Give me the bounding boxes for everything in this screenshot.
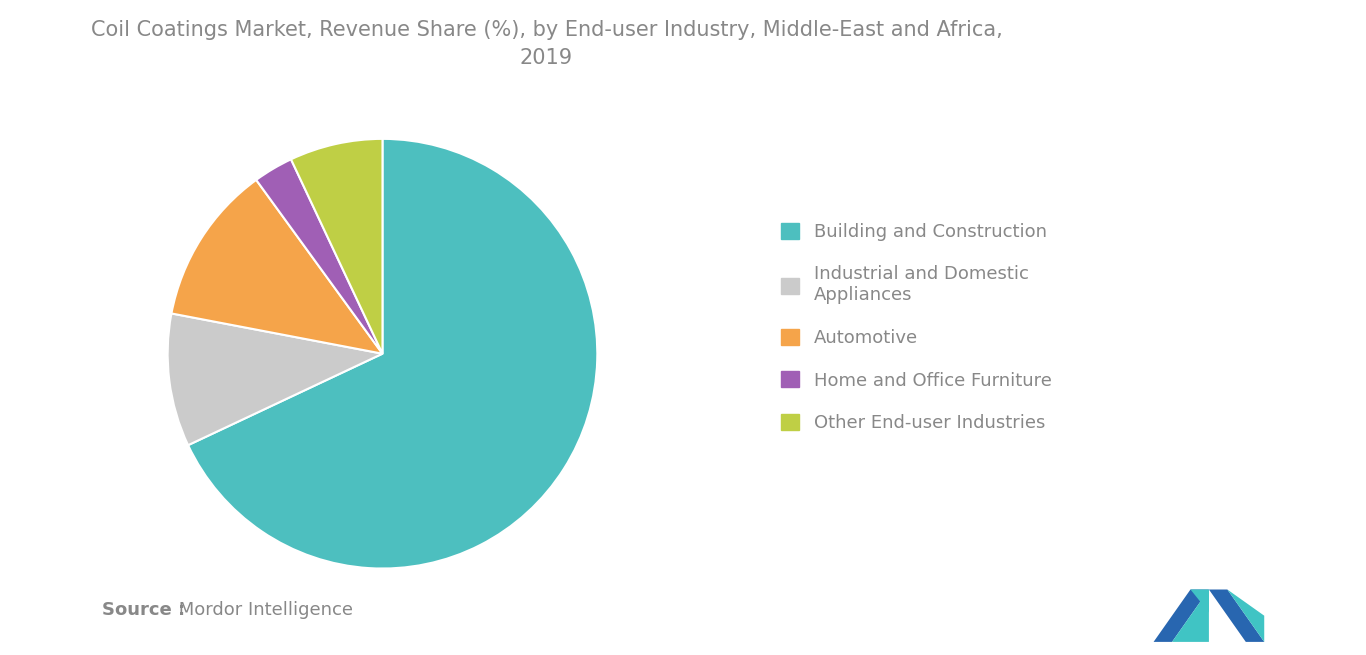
Polygon shape	[1227, 590, 1265, 642]
Wedge shape	[291, 139, 382, 354]
Text: Coil Coatings Market, Revenue Share (%), by End-user Industry, Middle-East and A: Coil Coatings Market, Revenue Share (%),…	[90, 20, 1003, 67]
Wedge shape	[189, 139, 597, 569]
Wedge shape	[168, 314, 382, 445]
Wedge shape	[172, 180, 382, 354]
Wedge shape	[257, 159, 382, 354]
Polygon shape	[1191, 590, 1209, 612]
Polygon shape	[1209, 590, 1265, 642]
Polygon shape	[1172, 590, 1209, 642]
Text: Mordor Intelligence: Mordor Intelligence	[173, 601, 354, 619]
Polygon shape	[1153, 590, 1209, 642]
Legend: Building and Construction, Industrial and Domestic
Appliances, Automotive, Home : Building and Construction, Industrial an…	[775, 215, 1059, 440]
Text: Source :: Source :	[102, 601, 186, 619]
